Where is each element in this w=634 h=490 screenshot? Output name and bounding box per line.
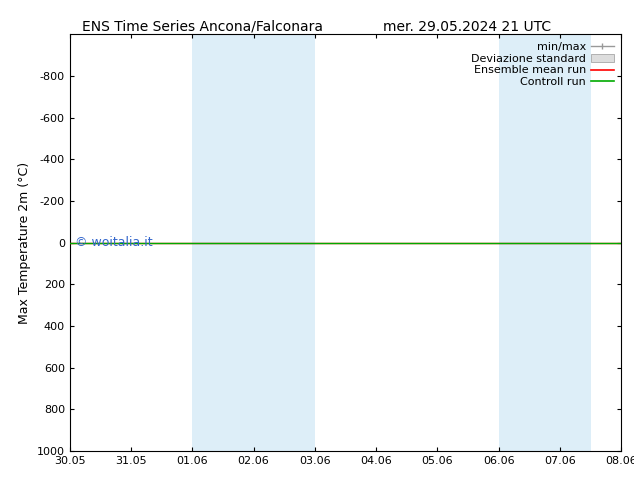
Text: ENS Time Series Ancona/Falconara: ENS Time Series Ancona/Falconara xyxy=(82,20,323,34)
Bar xyxy=(192,34,315,451)
Text: © woitalia.it: © woitalia.it xyxy=(75,236,153,249)
Bar xyxy=(499,34,591,451)
Legend: min/max, Deviazione standard, Ensemble mean run, Controll run: min/max, Deviazione standard, Ensemble m… xyxy=(469,40,616,89)
Y-axis label: Max Temperature 2m (°C): Max Temperature 2m (°C) xyxy=(18,162,31,323)
Text: mer. 29.05.2024 21 UTC: mer. 29.05.2024 21 UTC xyxy=(384,20,552,34)
